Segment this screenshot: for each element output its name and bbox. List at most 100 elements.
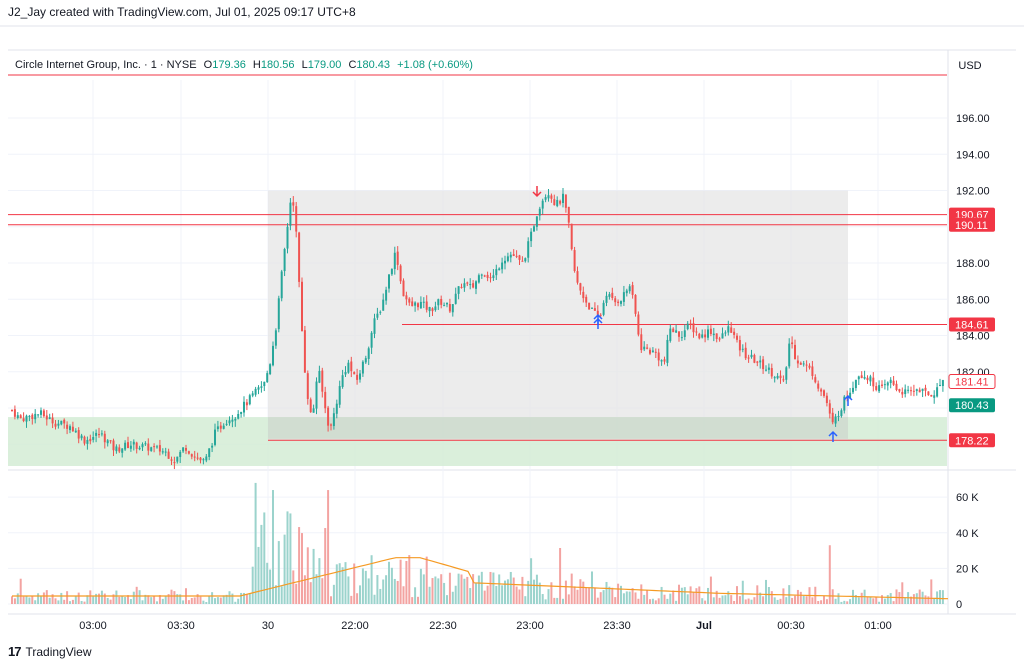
- volume-bar: [370, 555, 373, 604]
- volume-bar: [263, 512, 266, 604]
- volume-bar: [530, 558, 533, 604]
- volume-bar: [802, 595, 805, 604]
- currency-selector[interactable]: USD: [958, 60, 982, 72]
- candle-body: [730, 327, 733, 333]
- volume-bar: [208, 596, 211, 604]
- volume-bar: [356, 593, 359, 604]
- volume-bar: [585, 587, 588, 604]
- volume-bar: [878, 601, 881, 604]
- candle-body: [312, 408, 315, 413]
- volume-bar: [770, 591, 773, 604]
- volume-bar: [596, 597, 599, 604]
- volume-bar: [341, 567, 344, 604]
- candle-body: [939, 384, 941, 386]
- volume-bar: [231, 593, 234, 604]
- candle-body: [370, 332, 373, 348]
- volume-bar: [315, 574, 318, 604]
- volume-bar: [301, 533, 303, 604]
- candle-body: [941, 380, 944, 387]
- candle-body: [208, 448, 211, 457]
- candle-body: [446, 302, 448, 305]
- candle-body: [57, 423, 60, 426]
- candle-body: [886, 382, 889, 386]
- volume-bar: [448, 572, 451, 604]
- candle-body: [127, 442, 129, 449]
- candle-body: [22, 418, 25, 421]
- candle-body: [825, 395, 828, 404]
- candle-body: [564, 194, 567, 208]
- volume-bar: [344, 562, 347, 604]
- volume-bar: [817, 601, 820, 604]
- candle-body: [550, 195, 553, 199]
- candle-body: [741, 348, 744, 350]
- candle-body: [306, 373, 309, 399]
- volume-bar: [335, 564, 338, 604]
- candle-body: [808, 365, 811, 368]
- candle-body: [193, 456, 196, 458]
- time-tick-label: 01:00: [864, 620, 892, 632]
- volume-bar: [628, 591, 631, 604]
- candle-body: [849, 392, 852, 399]
- volume-bar: [243, 592, 245, 604]
- volume-bar: [930, 579, 933, 604]
- candle-body: [620, 301, 622, 304]
- candle-body: [750, 354, 753, 358]
- candle-body: [109, 440, 112, 442]
- symbol-name[interactable]: Circle Internet Group, Inc. · 1 · NYSE: [15, 59, 197, 71]
- candle-body: [106, 440, 109, 444]
- candle-body: [295, 206, 298, 232]
- volume-bar: [390, 567, 393, 604]
- candle-body: [576, 271, 579, 283]
- volume-bar: [167, 594, 170, 604]
- candle-body: [376, 313, 379, 318]
- volume-bar: [274, 585, 277, 604]
- volume-bar: [451, 591, 454, 604]
- volume-bar: [854, 594, 857, 604]
- volume-tick-label: 40 K: [956, 528, 979, 540]
- volume-bar: [611, 587, 614, 604]
- volume-bar: [109, 599, 112, 604]
- candle-body: [66, 424, 69, 429]
- volume-bar: [193, 597, 196, 604]
- volume-bar: [669, 593, 672, 604]
- volume-bar: [524, 596, 527, 604]
- candle-body: [828, 403, 831, 414]
- candle-body: [243, 401, 245, 413]
- volume-bar: [727, 591, 730, 604]
- candle-body: [779, 375, 782, 379]
- candle-body: [692, 323, 695, 333]
- volume-bar: [219, 597, 222, 604]
- candle-body: [605, 295, 608, 303]
- tradingview-brand[interactable]: 17 TradingView: [8, 644, 92, 659]
- candle-body: [48, 417, 51, 420]
- price-badge-label: 190.11: [955, 220, 988, 232]
- volume-bar: [704, 600, 707, 604]
- candle-body: [686, 323, 689, 330]
- volume-bar: [849, 599, 852, 604]
- volume-bar: [69, 601, 71, 604]
- candle-body: [283, 248, 286, 272]
- volume-bar: [460, 574, 463, 604]
- candle-body: [292, 202, 295, 206]
- price-badge: [949, 398, 995, 413]
- volume-bar: [367, 578, 370, 604]
- candle-body: [31, 414, 34, 419]
- volume-bar: [40, 596, 42, 604]
- volume-bar: [912, 594, 915, 604]
- candle-body: [457, 286, 460, 294]
- volume-bar: [402, 586, 405, 604]
- volume-bar: [686, 594, 689, 604]
- candle-body: [910, 390, 912, 392]
- volume-bar: [74, 595, 77, 604]
- candle-body: [521, 260, 524, 262]
- volume-bar: [353, 563, 356, 604]
- volume-bar: [692, 591, 695, 604]
- volume-bar: [158, 595, 161, 604]
- candle-body: [170, 459, 173, 461]
- candle-body: [509, 254, 512, 258]
- volume-bar: [411, 597, 414, 604]
- volume-bar: [132, 591, 135, 604]
- volume-bar: [918, 589, 921, 604]
- candle-body: [214, 429, 216, 445]
